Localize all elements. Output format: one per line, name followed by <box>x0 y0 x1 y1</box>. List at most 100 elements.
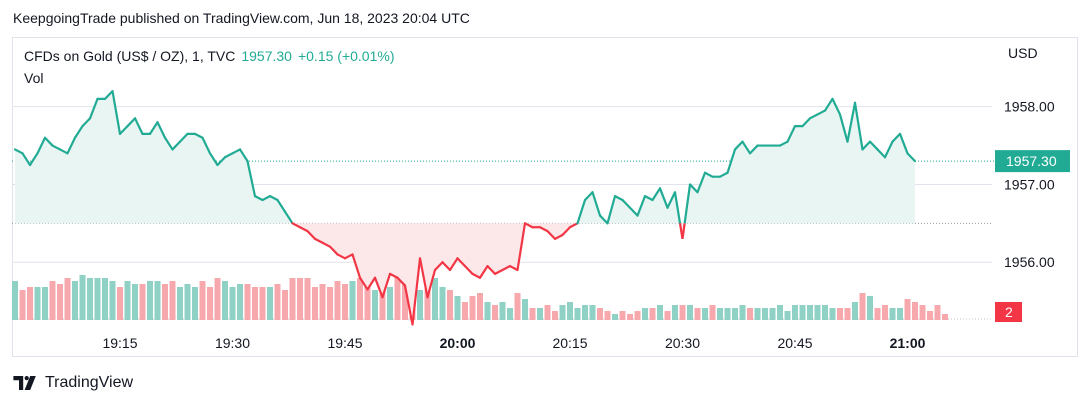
price-segment <box>628 206 639 217</box>
volume-bars <box>12 275 948 320</box>
price-segment <box>81 117 92 128</box>
volume-bar <box>244 284 251 320</box>
price-segment <box>658 187 669 209</box>
volume-bar <box>717 308 723 320</box>
footer-brand-label: TradingView <box>45 374 134 391</box>
price-segment <box>553 233 564 240</box>
price-segment <box>576 198 587 225</box>
price-segment <box>808 113 819 120</box>
volume-bar <box>42 287 48 320</box>
volume-bar <box>934 305 941 320</box>
price-segment <box>66 136 77 155</box>
volume-bar <box>499 302 506 320</box>
price-segment <box>696 171 707 194</box>
price-segment <box>726 148 737 174</box>
volume-bar <box>784 311 791 320</box>
volume-bar <box>904 299 911 320</box>
volume-bar <box>814 305 821 320</box>
volume-bar <box>724 308 731 320</box>
volume-bar <box>214 278 221 320</box>
last-volume-badge-label: 2 <box>1005 304 1013 320</box>
volume-bar <box>694 308 701 320</box>
volume-bar <box>589 305 596 320</box>
price-segment <box>876 148 887 159</box>
area-below-baseline <box>292 223 685 325</box>
volume-bar <box>709 305 716 320</box>
price-segment <box>276 198 287 213</box>
volume-bar <box>492 305 498 320</box>
price-segment <box>426 268 437 299</box>
volume-bar <box>477 293 483 320</box>
price-segment <box>291 222 302 229</box>
volume-bar <box>147 281 153 320</box>
price-segment <box>486 265 497 275</box>
volume-bar <box>462 302 468 320</box>
volume-bar <box>867 296 873 320</box>
published-line: KeepgoingTrade published on TradingView.… <box>13 10 470 26</box>
last-price-badge-label: 1957.30 <box>1006 153 1057 169</box>
volume-bar <box>552 311 558 320</box>
volume-bar <box>162 284 168 320</box>
price-segment <box>643 195 654 202</box>
volume-bar <box>184 284 191 320</box>
footer-brand[interactable]: TradingView <box>13 374 133 392</box>
volume-bar <box>537 308 543 320</box>
volume-bar <box>544 305 551 320</box>
volume-bar <box>597 308 603 320</box>
volume-bar <box>304 278 311 320</box>
price-segment <box>36 136 47 155</box>
volume-bar <box>109 281 116 320</box>
volume-bar <box>289 278 296 320</box>
volume-bar <box>799 305 806 320</box>
volume-bar <box>747 308 753 320</box>
volume-bar <box>439 287 446 320</box>
price-segment <box>178 132 189 143</box>
price-segment <box>238 148 249 163</box>
price-segment <box>43 136 54 147</box>
price-segment <box>246 160 257 198</box>
price-segment <box>523 222 534 229</box>
volume-bar <box>94 278 101 320</box>
price-segment <box>418 257 429 299</box>
price-segment <box>313 237 324 244</box>
volume-bar <box>177 287 183 320</box>
volume-bar <box>259 287 266 320</box>
price-segment <box>358 276 369 291</box>
volume-bar <box>919 305 926 320</box>
volume-bar <box>27 287 33 320</box>
volume-bar <box>469 296 476 320</box>
legend-symbol: CFDs on Gold (US$ / OZ), 1, TVC <box>24 48 236 64</box>
volume-bar <box>514 293 521 320</box>
volume-bar <box>357 278 363 320</box>
price-segment <box>343 253 354 260</box>
price-segment <box>201 136 212 155</box>
price-segment <box>891 132 902 143</box>
price-segment <box>501 265 512 272</box>
price-segment <box>621 198 632 209</box>
volume-bar <box>387 287 393 320</box>
price-segment <box>538 226 549 233</box>
volume-bar <box>852 302 858 320</box>
price-segment <box>73 125 84 139</box>
tradingview-logo-icon <box>13 376 36 390</box>
volume-bar <box>574 308 581 320</box>
price-segment <box>681 223 686 240</box>
volume-bar <box>334 281 341 320</box>
volume-bar <box>559 305 566 320</box>
volume-bar <box>859 293 866 320</box>
price-segment <box>261 195 272 202</box>
price-segment <box>516 222 527 272</box>
volume-bar <box>237 284 243 320</box>
volume-bar <box>222 281 228 320</box>
volume-bar <box>822 305 828 320</box>
price-segment <box>328 245 339 256</box>
volume-bar <box>117 287 123 320</box>
price-segment <box>561 226 572 237</box>
price-segment <box>801 117 812 128</box>
chart-frame[interactable] <box>12 37 1078 357</box>
volume-bar <box>192 287 198 320</box>
price-segment <box>508 265 519 272</box>
price-segment <box>13 148 24 155</box>
price-segment <box>613 195 624 202</box>
